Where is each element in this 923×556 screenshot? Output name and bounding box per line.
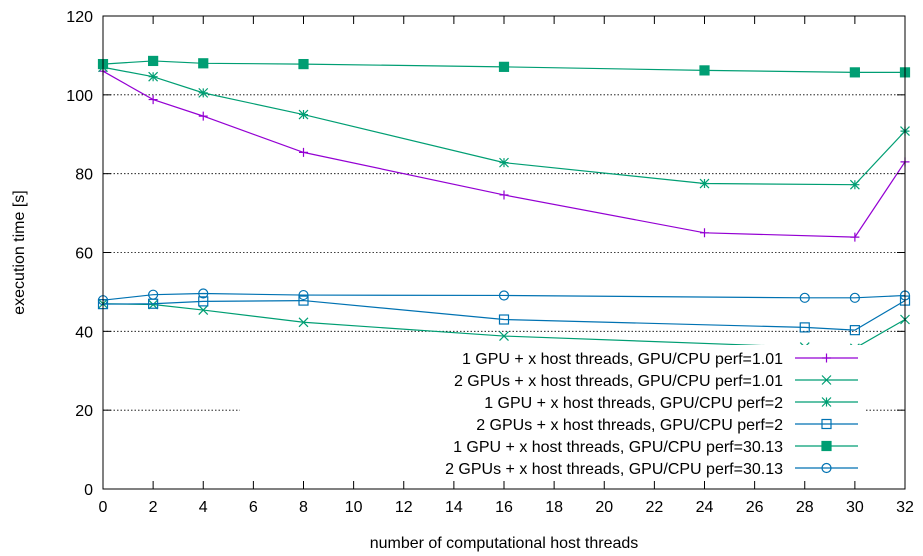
legend-label: 2 GPUs + x host threads, GPU/CPU perf=30… bbox=[445, 461, 783, 478]
data-point bbox=[148, 95, 158, 105]
data-point bbox=[298, 295, 309, 306]
series-4 bbox=[97, 295, 911, 336]
data-point bbox=[849, 67, 860, 78]
x-tick-label: 8 bbox=[299, 499, 308, 516]
series-6 bbox=[97, 288, 911, 306]
legend-label: 1 GPU + x host threads, GPU/CPU perf=1.0… bbox=[462, 351, 783, 368]
x-tick-label: 22 bbox=[645, 499, 663, 516]
data-point bbox=[198, 87, 209, 98]
data-point bbox=[849, 325, 860, 336]
data-point bbox=[198, 305, 209, 315]
series-3 bbox=[98, 62, 910, 190]
data-point bbox=[850, 232, 860, 242]
data-point bbox=[198, 288, 209, 299]
data-point bbox=[821, 397, 832, 407]
data-point bbox=[148, 299, 159, 310]
data-point bbox=[148, 289, 159, 300]
grid-lines bbox=[103, 94, 905, 411]
y-tick-label: 100 bbox=[66, 88, 93, 105]
data-point bbox=[821, 418, 832, 430]
x-tick-label: 18 bbox=[545, 499, 563, 516]
data-point bbox=[498, 314, 510, 325]
x-tick-label: 0 bbox=[99, 499, 108, 516]
x-tick-label: 4 bbox=[199, 499, 208, 516]
data-point bbox=[699, 178, 710, 189]
series-line bbox=[102, 66, 906, 186]
y-tick-label: 80 bbox=[75, 167, 93, 184]
y-tick-label: 20 bbox=[75, 403, 93, 420]
data-point bbox=[498, 61, 510, 72]
data-point bbox=[821, 462, 832, 474]
series-line bbox=[102, 299, 906, 331]
x-tick-label: 12 bbox=[395, 499, 413, 516]
data-point bbox=[498, 290, 510, 301]
x-tick-label: 30 bbox=[846, 499, 864, 516]
y-tick-label: 40 bbox=[75, 324, 93, 341]
data-point bbox=[499, 331, 509, 341]
data-point bbox=[298, 317, 309, 328]
x-axis-label: number of computational host threads bbox=[370, 535, 639, 552]
y-axis-ticks: 0 20 40 60 80 100 120 bbox=[66, 9, 905, 499]
data-point bbox=[799, 322, 810, 333]
data-point bbox=[298, 109, 309, 120]
series-line bbox=[102, 292, 906, 301]
x-tick-label: 20 bbox=[595, 499, 613, 516]
x-tick-label: 16 bbox=[495, 499, 513, 516]
legend-label: 1 GPU + x host threads, GPU/CPU perf=30.… bbox=[453, 439, 783, 456]
data-point bbox=[299, 147, 308, 157]
y-tick-label: 0 bbox=[84, 482, 93, 499]
series-layer bbox=[97, 55, 911, 354]
data-point bbox=[849, 179, 860, 190]
x-tick-label: 32 bbox=[896, 499, 914, 516]
data-point bbox=[499, 190, 509, 200]
data-point bbox=[298, 58, 309, 70]
data-point bbox=[821, 440, 832, 452]
data-point bbox=[198, 58, 209, 69]
legend-label: 2 GPUs + x host threads, GPU/CPU perf=1.… bbox=[454, 373, 783, 390]
y-tick-label: 60 bbox=[75, 246, 93, 263]
data-point bbox=[499, 157, 509, 168]
data-point bbox=[198, 296, 209, 307]
data-point bbox=[298, 289, 309, 301]
data-point bbox=[822, 353, 831, 363]
data-point bbox=[821, 375, 832, 385]
data-point bbox=[148, 55, 159, 67]
data-point bbox=[148, 71, 159, 82]
x-axis-ticks: 0 2 4 6 8 10 12 14 16 18 20 22 24 26 28 30 32 bbox=[99, 16, 914, 516]
series-line bbox=[102, 60, 905, 73]
data-point bbox=[699, 65, 710, 76]
legend-label: 1 GPU + x host threads, GPU/CPU perf=2 bbox=[484, 395, 783, 412]
series-1 bbox=[98, 66, 910, 242]
data-point bbox=[700, 228, 709, 238]
y-tick-label: 120 bbox=[66, 9, 93, 26]
x-tick-label: 26 bbox=[746, 499, 764, 516]
legend-label: 2 GPUs + x host threads, GPU/CPU perf=2 bbox=[476, 417, 783, 434]
x-tick-label: 6 bbox=[249, 499, 258, 516]
x-tick-label: 24 bbox=[696, 499, 714, 516]
data-point bbox=[799, 292, 810, 303]
x-tick-label: 14 bbox=[445, 499, 463, 516]
series-5 bbox=[97, 55, 911, 78]
legend-background bbox=[240, 345, 865, 481]
series-line bbox=[102, 303, 906, 349]
data-point bbox=[849, 292, 860, 303]
series-line bbox=[102, 70, 906, 238]
x-tick-label: 28 bbox=[796, 499, 814, 516]
x-tick-label: 2 bbox=[149, 499, 158, 516]
legend: 1 GPU + x host threads, GPU/CPU perf=1.0… bbox=[240, 345, 865, 481]
data-point bbox=[198, 111, 208, 121]
y-axis-label: execution time [s] bbox=[11, 190, 28, 315]
series-2 bbox=[98, 298, 910, 354]
x-tick-label: 10 bbox=[345, 499, 363, 516]
